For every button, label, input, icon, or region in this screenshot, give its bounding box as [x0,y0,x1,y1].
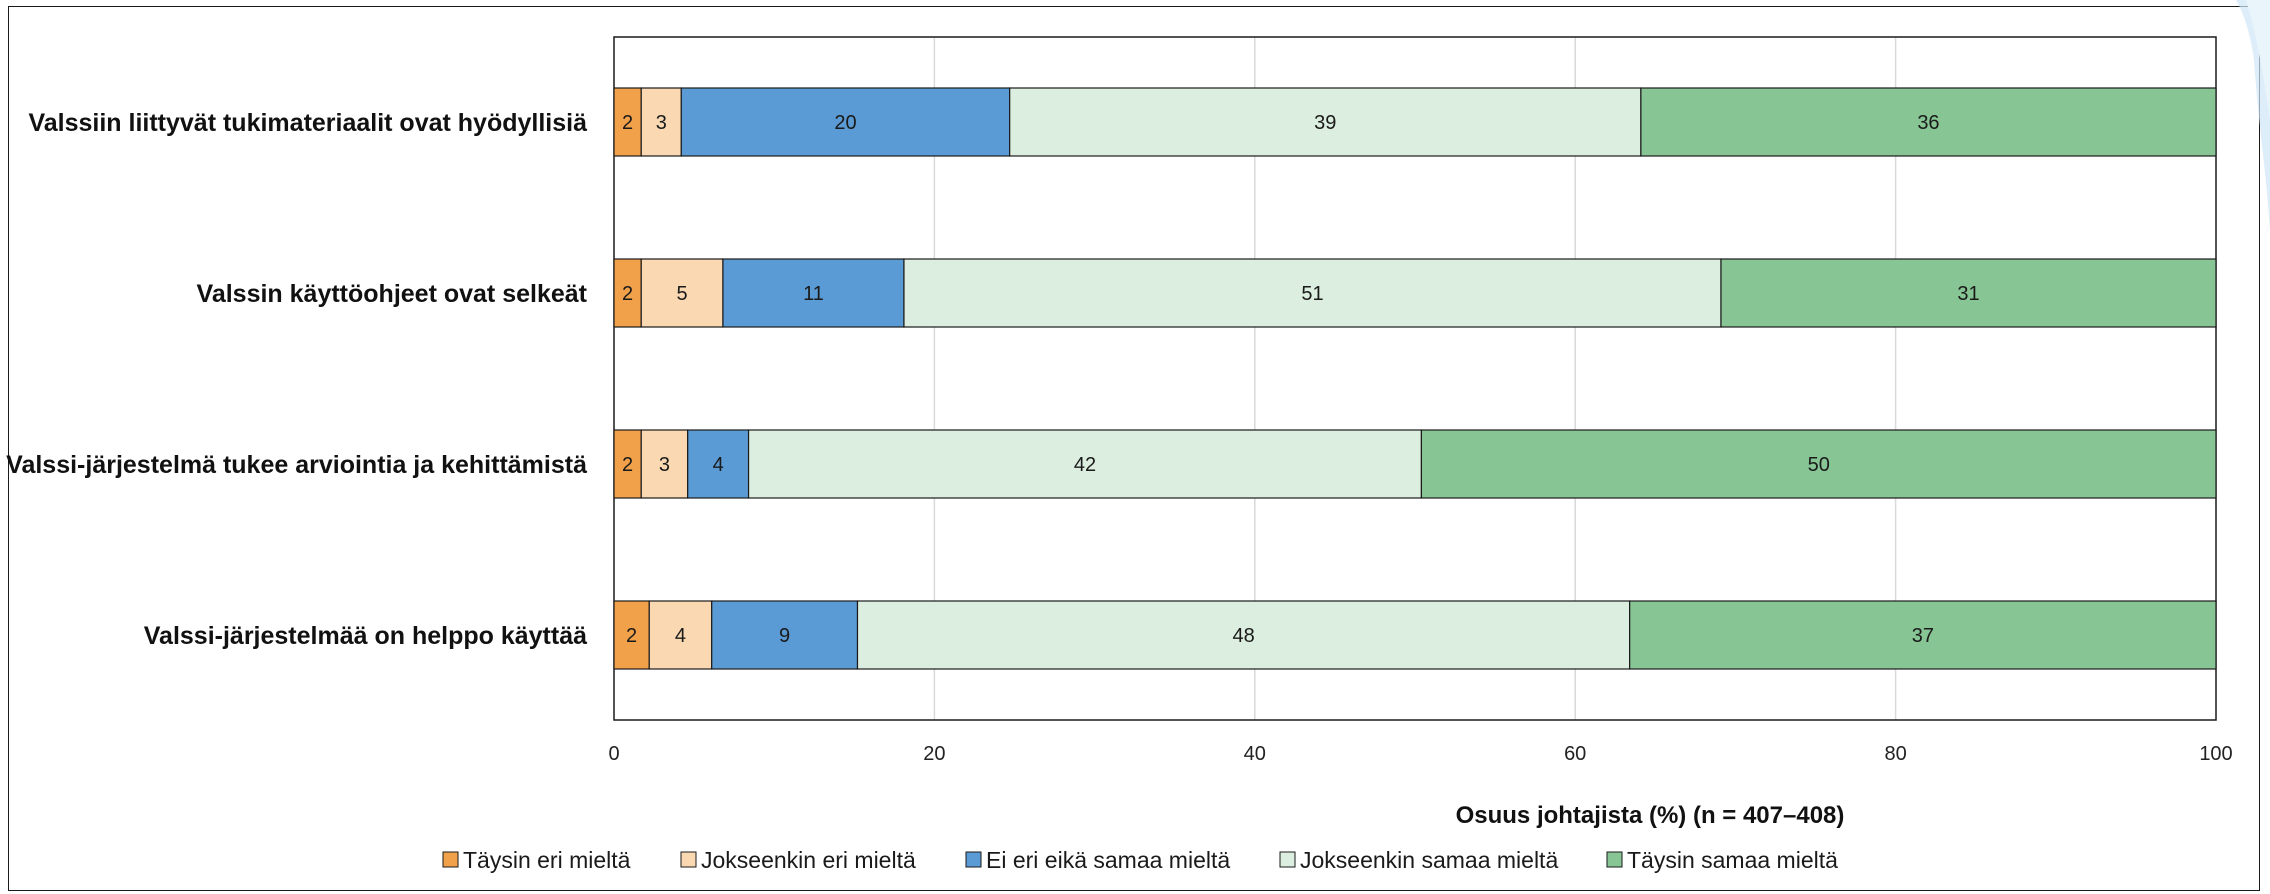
bar-segment [640,429,689,499]
x-tick-label: 100 [2199,743,2232,765]
bar-value-label: 20 [834,112,856,134]
chart-frame [8,6,2260,891]
bar-value-label: 36 [1917,112,1939,134]
bar-value-label: 51 [1301,283,1323,305]
bar-value-label: 11 [803,283,824,305]
bar-value-label: 37 [1912,625,1934,647]
x-tick-label: 20 [923,743,945,765]
legend-label: Jokseenkin eri mieltä [701,847,916,873]
bar-value-label: 9 [779,625,790,647]
category-label: Valssiin liittyvät tukimateriaalit ovat … [28,109,587,137]
bar-segment [648,600,713,670]
legend-swatch [965,851,982,868]
x-tick-label: 40 [1244,743,1266,765]
bar-segment [722,258,905,328]
bar-value-label: 2 [626,625,637,647]
x-axis-label: Osuus johtajista (%) (n = 407–408) [1456,802,1845,829]
bar-value-label: 5 [677,283,688,305]
legend-label: Ei eri eikä samaa mieltä [986,847,1230,873]
bar-segment [711,600,859,670]
bar-segment [856,600,1631,670]
plot-area [613,36,2217,721]
bar-segment [613,429,642,499]
category-label: Valssin käyttöohjeet ovat selkeät [197,280,588,308]
bar-segment [613,87,642,157]
legend-label: Täysin eri mieltä [463,847,631,873]
bar-value-label: 4 [675,625,686,647]
bar-value-label: 3 [659,454,670,476]
legend-swatch [442,851,459,868]
bar-segment [747,429,1423,499]
bar-value-label: 42 [1074,454,1096,476]
bar-value-label: 2 [622,454,633,476]
bar-value-label: 2 [622,283,633,305]
corner-decoration [2236,0,2270,230]
x-tick-label: 60 [1564,743,1586,765]
bar-segment [1720,258,2217,328]
bar-value-label: 3 [656,112,667,134]
bar-value-label: 48 [1232,625,1254,647]
bar-segment [640,258,724,328]
bar-value-label: 39 [1314,112,1336,134]
legend-swatch [1606,851,1623,868]
bar-segment [640,87,682,157]
legend-label: Täysin samaa mieltä [1627,847,1838,873]
bar-value-label: 2 [622,112,633,134]
bar-segment [1640,87,2217,157]
bar-segment [687,429,750,499]
bar-segment [903,258,1722,328]
bar-value-label: 50 [1808,454,1830,476]
bar-segment [1629,600,2217,670]
bar-value-label: 4 [713,454,724,476]
bar-segment [613,600,650,670]
category-label: Valssi-järjestelmä tukee arviointia ja k… [6,451,587,479]
bar-value-label: 31 [1957,283,1979,305]
x-tick-label: 0 [608,743,619,765]
legend-swatch [680,851,697,868]
legend-swatch [1279,851,1296,868]
x-tick-label: 80 [1884,743,1906,765]
bar-segment [1009,87,1642,157]
legend-label: Jokseenkin samaa mieltä [1300,847,1558,873]
bar-segment [680,87,1011,157]
bar-segment [1420,429,2217,499]
category-label: Valssi-järjestelmää on helppo käyttää [144,622,587,650]
